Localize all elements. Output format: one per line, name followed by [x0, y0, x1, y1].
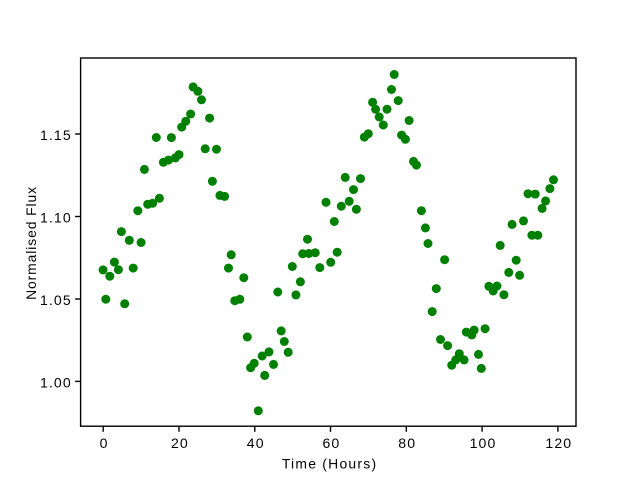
- svg-text:120: 120: [545, 435, 572, 451]
- svg-text:1.00: 1.00: [40, 375, 72, 391]
- svg-text:1.10: 1.10: [40, 210, 72, 226]
- svg-text:1.15: 1.15: [40, 127, 72, 143]
- svg-text:40: 40: [247, 435, 265, 451]
- svg-text:Normalised Flux: Normalised Flux: [23, 186, 39, 300]
- svg-text:60: 60: [322, 435, 340, 451]
- svg-text:80: 80: [398, 435, 416, 451]
- svg-text:1.05: 1.05: [40, 292, 72, 308]
- svg-text:0: 0: [100, 435, 109, 451]
- svg-text:100: 100: [470, 435, 497, 451]
- svg-text:20: 20: [171, 435, 189, 451]
- svg-text:Time (Hours): Time (Hours): [282, 455, 378, 471]
